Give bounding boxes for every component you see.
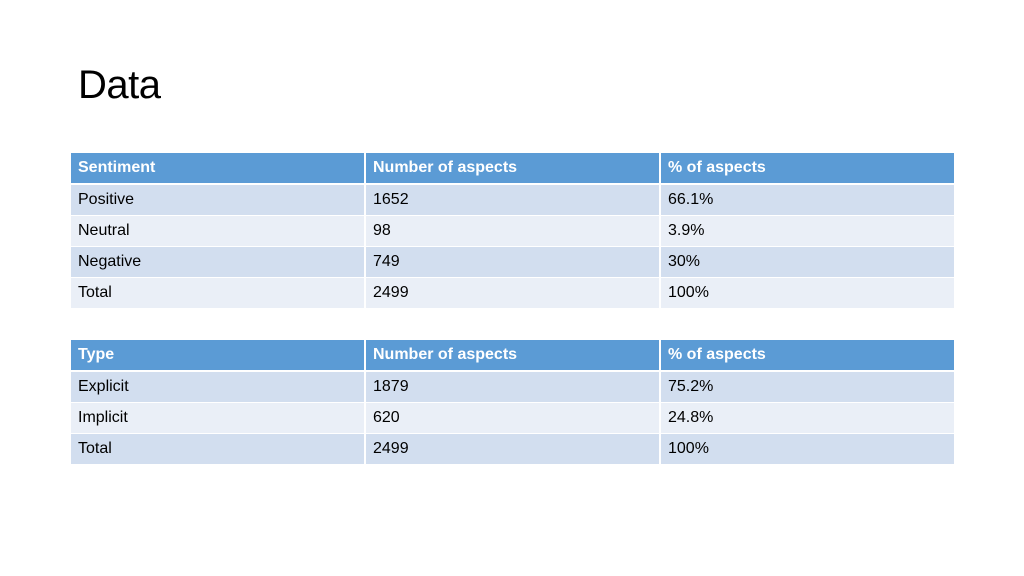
table-cell: 2499 (364, 432, 660, 465)
table-row: Positive 1652 66.1% (71, 184, 954, 216)
table-header-row: Type Number of aspects % of aspects (71, 340, 954, 372)
sentiment-table: Sentiment Number of aspects % of aspects… (71, 153, 954, 309)
header-cell-sentiment: Sentiment (71, 153, 365, 185)
header-cell-percent-of-aspects: % of aspects (659, 340, 954, 372)
table-row: Negative 749 30% (71, 246, 954, 278)
table-cell: 75.2% (659, 371, 954, 403)
table-row: Implicit 620 24.8% (71, 402, 954, 434)
table-cell: 98 (364, 215, 660, 247)
table-cell: 100% (659, 276, 954, 309)
table-cell: 1879 (364, 371, 660, 403)
table-cell: 620 (364, 402, 660, 434)
table-cell: Total (71, 276, 365, 309)
table-cell: Negative (71, 246, 365, 278)
header-cell-number-of-aspects: Number of aspects (364, 340, 660, 372)
table-total-row: Total 2499 100% (71, 276, 954, 309)
table-cell: 749 (364, 246, 660, 278)
table-cell: 3.9% (659, 215, 954, 247)
table-cell: Neutral (71, 215, 365, 247)
table-row: Neutral 98 3.9% (71, 215, 954, 247)
table-cell: 30% (659, 246, 954, 278)
table-row: Explicit 1879 75.2% (71, 371, 954, 403)
table-cell: 24.8% (659, 402, 954, 434)
table-cell: 100% (659, 432, 954, 465)
header-cell-type: Type (71, 340, 365, 372)
table-cell: 2499 (364, 276, 660, 309)
table-header-row: Sentiment Number of aspects % of aspects (71, 153, 954, 185)
table-total-row: Total 2499 100% (71, 432, 954, 465)
table-cell: 66.1% (659, 184, 954, 216)
table-cell: Explicit (71, 371, 365, 403)
type-table: Type Number of aspects % of aspects Expl… (71, 340, 954, 465)
header-cell-percent-of-aspects: % of aspects (659, 153, 954, 185)
table-cell: 1652 (364, 184, 660, 216)
slide-title: Data (78, 63, 161, 107)
table-cell: Positive (71, 184, 365, 216)
header-cell-number-of-aspects: Number of aspects (364, 153, 660, 185)
table-cell: Total (71, 432, 365, 465)
table-cell: Implicit (71, 402, 365, 434)
